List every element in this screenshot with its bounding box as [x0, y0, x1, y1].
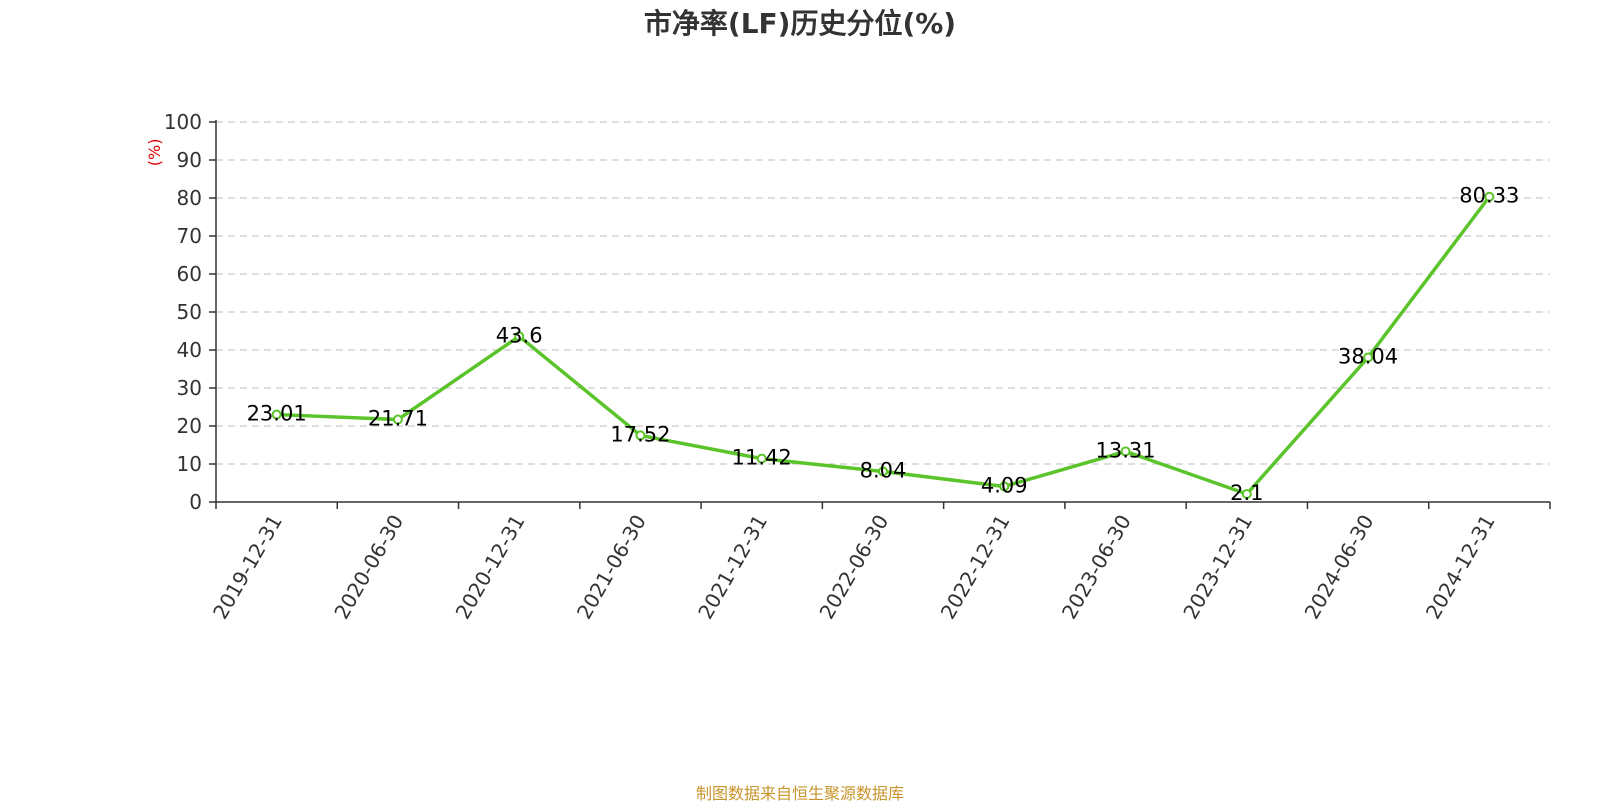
- data-label: 13.31: [1095, 438, 1155, 462]
- data-label: 23.01: [247, 402, 307, 426]
- data-label: 4.09: [981, 473, 1028, 497]
- data-point: [392, 414, 403, 425]
- data-point: [756, 453, 767, 464]
- data-labels: 23.01 21.71 43.6 17.52 11.42 8.04 4.09 13.31 2.1…: [247, 184, 1520, 505]
- y-tick-label: 10: [177, 452, 202, 476]
- x-tick-label: 2024-06-30: [1300, 511, 1379, 624]
- x-tick-label: 2024-12-31: [1421, 511, 1500, 624]
- y-tick-label: 100: [164, 110, 202, 134]
- axes: [215, 120, 1550, 503]
- x-tick-label: 2021-12-31: [693, 511, 772, 624]
- data-label: 80.33: [1459, 184, 1519, 208]
- x-tick-label: 2020-12-31: [451, 511, 530, 624]
- x-tick-label: 2021-06-30: [572, 511, 651, 624]
- x-tick-label: 2022-12-31: [936, 511, 1015, 624]
- y-tick-label: 20: [177, 414, 202, 438]
- data-label: 8.04: [860, 458, 907, 482]
- x-tick-label: 2022-06-30: [814, 511, 893, 624]
- data-label: 2.1: [1230, 481, 1263, 505]
- y-tick-label: 80: [177, 186, 202, 210]
- y-tick-label: 90: [177, 148, 202, 172]
- data-label: 11.42: [732, 446, 792, 470]
- y-axis-label: (%): [145, 139, 164, 167]
- y-tick-label: 0: [189, 490, 202, 514]
- y-tick-label: 40: [177, 338, 202, 362]
- data-point: [1241, 489, 1252, 500]
- data-points: [271, 191, 1495, 500]
- data-point: [1484, 191, 1495, 202]
- series-line-path: [276, 195, 1491, 496]
- y-tick-label: 30: [177, 376, 202, 400]
- data-label: 38.04: [1338, 344, 1398, 368]
- data-point: [635, 430, 646, 441]
- x-tick-label: 2020-06-30: [329, 510, 408, 623]
- x-tick-label: 2019-12-31: [208, 511, 287, 624]
- data-point: [271, 409, 282, 420]
- data-point: [999, 481, 1010, 492]
- y-axis-ticks: 0 10 20 30 40 50 60 70 80 90 100: [164, 110, 216, 514]
- chart-title: 市净率(LF)历史分位(%): [643, 7, 957, 40]
- x-axis-ticks: 2019-12-31 2020-06-30 2020-12-31 2021-06-30…: [208, 502, 1551, 624]
- data-label: 17.52: [610, 422, 670, 446]
- y-tick-label: 50: [177, 300, 202, 324]
- data-label: 21.71: [368, 407, 428, 431]
- data-point: [1120, 446, 1131, 457]
- grid-lines: [216, 121, 1550, 465]
- y-tick-label: 60: [177, 262, 202, 286]
- data-label: 43.6: [496, 323, 543, 347]
- data-point: [1363, 352, 1374, 363]
- y-tick-label: 70: [177, 224, 202, 248]
- series-line: [276, 195, 1491, 496]
- x-tick-label: 2023-06-30: [1057, 511, 1136, 624]
- data-point: [514, 331, 525, 342]
- x-tick-label: 2023-12-31: [1178, 511, 1257, 624]
- source-note: 制图数据来自恒生聚源数据库: [695, 784, 904, 803]
- data-point: [878, 466, 888, 477]
